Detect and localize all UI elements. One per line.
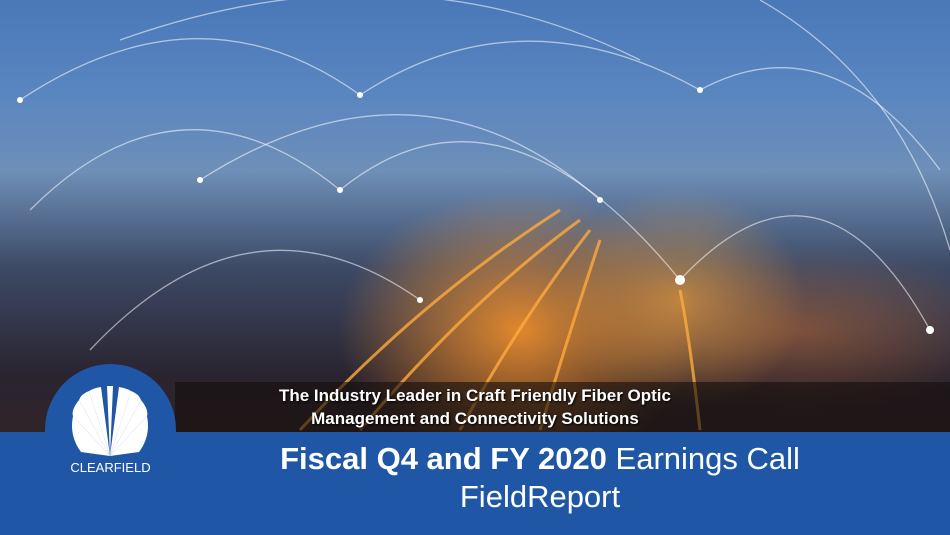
tagline-line-1: The Industry Leader in Craft Friendly Fi…: [278, 386, 671, 405]
logo-wordmark: CLEARFIELD: [70, 460, 151, 475]
title-regular: Earnings Call: [606, 441, 800, 476]
tagline-strip: [175, 382, 950, 432]
subtitle: FieldReport: [459, 479, 621, 514]
title-bold: Fiscal Q4 and FY 2020: [280, 441, 607, 476]
clearfield-logo: CLEARFIELD: [45, 364, 176, 535]
tagline: The Industry Leader in Craft Friendly Fi…: [175, 384, 775, 430]
tagline-line-2: Management and Connectivity Solutions: [311, 409, 639, 428]
title-line: Fiscal Q4 and FY 2020 Earnings Call: [220, 440, 860, 478]
shell-logo-icon: [72, 386, 148, 456]
slide-title: Fiscal Q4 and FY 2020 Earnings Call Fiel…: [220, 440, 860, 516]
